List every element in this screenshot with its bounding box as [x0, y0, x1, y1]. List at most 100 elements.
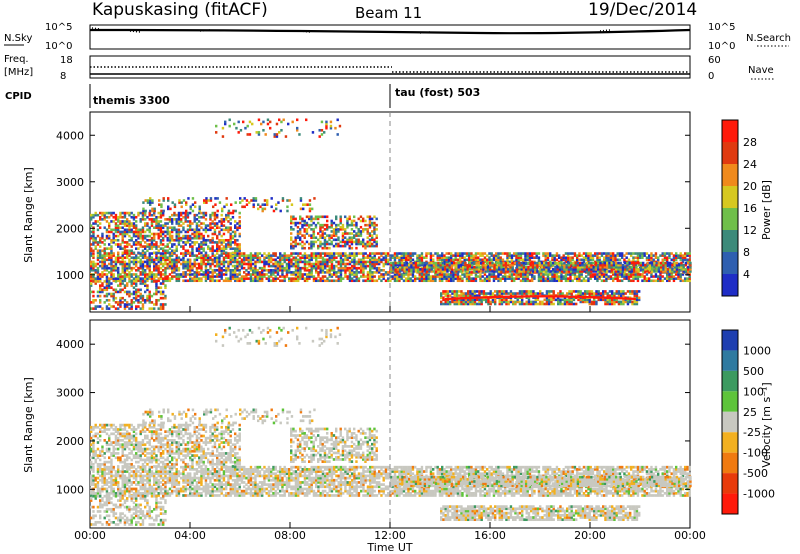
- power-cell: [164, 279, 167, 283]
- power-cell: [198, 232, 201, 236]
- power-cell: [549, 277, 552, 280]
- power-cell: [135, 273, 138, 276]
- power-cell: [528, 271, 532, 274]
- power-cell: [355, 254, 358, 257]
- power-cell: [247, 260, 250, 264]
- power-cell: [607, 256, 610, 260]
- power-cell: [423, 270, 427, 273]
- power-cell: [426, 268, 429, 271]
- power-cell: [328, 264, 331, 268]
- power-cell: [650, 275, 653, 278]
- power-cell: [168, 251, 172, 255]
- power-cell: [193, 236, 196, 240]
- power-cell: [391, 254, 394, 257]
- power-cell: [369, 256, 372, 260]
- power-cell: [130, 236, 133, 240]
- power-cell: [258, 256, 262, 260]
- power-cell: [570, 290, 573, 293]
- power-cell: [126, 262, 129, 266]
- power-cell: [167, 197, 170, 200]
- power-cell: [159, 277, 163, 280]
- power-cell: [490, 254, 493, 257]
- power-cell: [261, 203, 264, 206]
- power-cell: [368, 238, 372, 242]
- power-cell: [492, 254, 496, 257]
- power-cell: [276, 266, 280, 270]
- power-cell: [545, 263, 548, 267]
- power-cell: [216, 273, 219, 276]
- power-cell: [467, 294, 470, 297]
- power-cell: [357, 242, 360, 246]
- power-cell: [480, 300, 483, 304]
- power-cell: [390, 270, 393, 273]
- power-cell: [341, 238, 345, 242]
- power-cell: [101, 236, 104, 240]
- power-cell: [153, 251, 156, 255]
- power-cell: [635, 296, 639, 300]
- power-cell: [216, 245, 219, 248]
- power-cell: [582, 260, 586, 264]
- power-cell: [303, 242, 306, 246]
- power-cell: [509, 270, 512, 273]
- power-cell: [364, 246, 367, 250]
- freq-label-2: [MHz]: [4, 67, 33, 78]
- power-cell: [580, 258, 583, 262]
- power-cell: [258, 273, 262, 276]
- power-cell: [220, 277, 223, 280]
- power-cell: [346, 275, 349, 278]
- power-cell: [108, 266, 111, 270]
- power-cell: [270, 264, 273, 268]
- power-cell: [220, 234, 223, 238]
- power-cell: [153, 245, 156, 248]
- power-cell: [198, 209, 201, 213]
- power-cell: [114, 258, 118, 262]
- power-cell: [312, 217, 315, 221]
- power-cell: [101, 260, 104, 264]
- power-cell: [527, 298, 531, 302]
- power-cell: [238, 271, 241, 274]
- power-cell: [590, 268, 593, 271]
- power-cell: [162, 243, 165, 246]
- power-cell: [488, 275, 491, 278]
- power-cell: [231, 251, 235, 255]
- power-cell: [249, 266, 253, 270]
- power-cell: [308, 256, 311, 260]
- power-cell: [317, 221, 320, 225]
- power-cell: [452, 279, 455, 283]
- power-cell: [150, 232, 154, 236]
- power-cell: [209, 258, 212, 262]
- power-cell: [504, 273, 507, 276]
- power-cell: [403, 270, 406, 273]
- power-cell: [310, 256, 313, 260]
- power-cell: [130, 245, 133, 248]
- power-cell: [137, 256, 140, 260]
- power-cell: [328, 273, 331, 276]
- power-cell: [534, 296, 537, 300]
- power-cell: [498, 294, 501, 297]
- power-cell: [436, 275, 439, 278]
- power-cell: [203, 201, 206, 204]
- power-cell: [346, 217, 349, 221]
- power-cell: [566, 292, 569, 295]
- power-cell: [399, 270, 402, 273]
- power-cell: [470, 254, 473, 257]
- power-cell: [478, 302, 481, 306]
- power-cell: [414, 277, 417, 280]
- power-cell: [103, 243, 106, 246]
- power-cell: [239, 197, 242, 200]
- power-cell: [527, 290, 531, 293]
- power-cell: [155, 222, 158, 225]
- power-cell: [155, 273, 158, 276]
- power-cell: [153, 232, 156, 236]
- power-cell: [589, 256, 592, 260]
- power-cell: [159, 273, 163, 276]
- power-cell: [468, 261, 472, 265]
- power-cell: [457, 270, 460, 273]
- power-cell: [491, 292, 495, 295]
- power-cell: [137, 260, 140, 264]
- power-cell: [522, 273, 525, 276]
- power-cell: [339, 262, 343, 266]
- power-cell: [254, 197, 258, 200]
- power-cell: [292, 262, 295, 266]
- power-cell: [207, 277, 210, 280]
